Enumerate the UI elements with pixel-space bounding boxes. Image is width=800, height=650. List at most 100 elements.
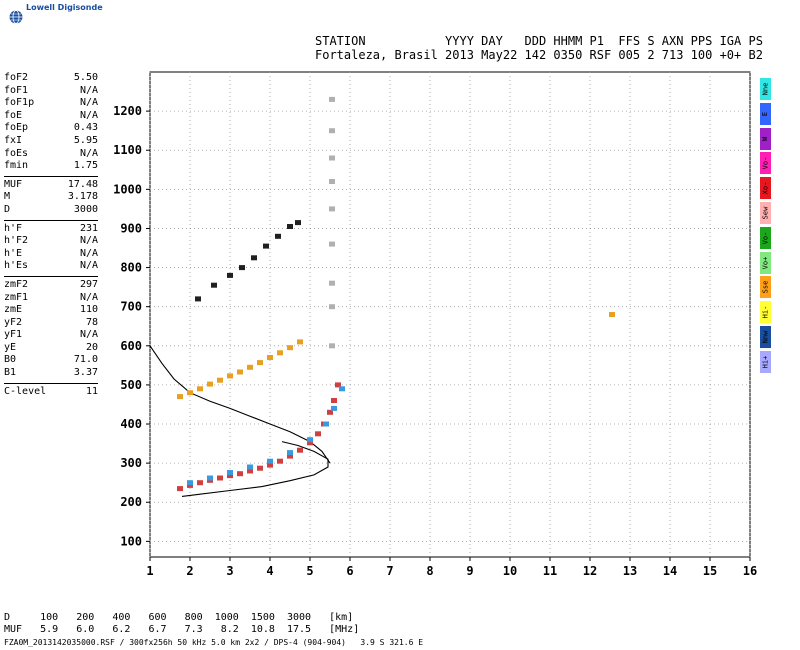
echo-point xyxy=(247,464,253,470)
station-header-values: Fortaleza, Brasil 2013 May22 142 0350 RS… xyxy=(315,48,763,62)
x-tick-label: 7 xyxy=(386,564,393,578)
param-name: foE xyxy=(4,109,23,121)
echo-point xyxy=(187,480,193,486)
echo-point xyxy=(267,462,273,468)
echo-point xyxy=(329,280,335,286)
param-row: M 3.178 xyxy=(4,191,98,204)
x-tick-label: 2 xyxy=(186,564,193,578)
plot-frame xyxy=(149,71,751,558)
distance-muf-table: D 100 200 400 600 800 1000 1500 3000 [km… xyxy=(4,612,359,636)
x-tick-label: 10 xyxy=(503,564,517,578)
legend-label: Sew xyxy=(761,206,770,220)
param-row: foF1 N/A xyxy=(4,85,98,98)
param-name: D xyxy=(4,203,11,215)
echo-point xyxy=(297,447,303,453)
echo-point xyxy=(335,382,341,388)
param-row: yE 20 xyxy=(4,342,98,355)
x-tick-label: 14 xyxy=(663,564,677,578)
y-tick-label: 100 xyxy=(120,534,142,548)
param-value: N/A xyxy=(79,84,98,96)
legend-label: E xyxy=(761,111,770,116)
echo-point xyxy=(329,179,335,184)
param-value: 17.48 xyxy=(67,178,98,190)
param-value: 5.50 xyxy=(73,72,98,83)
legend-item: Hi- xyxy=(760,301,771,324)
echo-point xyxy=(329,241,335,247)
param-name: B0 xyxy=(4,354,17,366)
echo-point xyxy=(315,431,321,437)
x-tick-label: 12 xyxy=(583,564,597,578)
param-name: C-level xyxy=(4,385,47,397)
legend-label: Hi- xyxy=(761,305,770,319)
param-value: N/A xyxy=(79,260,98,272)
echo-point xyxy=(287,450,293,456)
param-value: 78 xyxy=(85,316,98,328)
y-tick-label: 800 xyxy=(120,261,142,275)
param-name: foF1p xyxy=(4,97,35,109)
y-tick-label: 200 xyxy=(120,495,142,509)
param-name: M xyxy=(4,191,11,203)
param-row: h'F 231 xyxy=(4,223,98,236)
param-value: N/A xyxy=(79,329,98,341)
station-header: STATION YYYY DAY DDD HHMM P1 FFS S AXN P… xyxy=(315,34,763,62)
legend-item: Nne xyxy=(760,78,771,100)
param-value: 1.75 xyxy=(73,160,98,172)
distance-row: D 100 200 400 600 800 1000 1500 3000 [km… xyxy=(4,612,354,623)
param-value: N/A xyxy=(79,235,98,247)
param-name: zmE xyxy=(4,304,23,316)
param-row: B0 71.0 xyxy=(4,354,98,367)
param-value: N/A xyxy=(79,97,98,109)
echo-point xyxy=(263,243,269,249)
echo-point xyxy=(329,96,335,102)
param-row: h'Es N/A xyxy=(4,260,98,273)
echo-point xyxy=(297,339,303,345)
echo-point xyxy=(187,482,193,488)
x-tick-label: 4 xyxy=(266,564,273,578)
param-name: B1 xyxy=(4,367,17,379)
x-tick-label: 15 xyxy=(703,564,717,578)
param-value: N/A xyxy=(79,147,98,159)
param-row: zmE 110 xyxy=(4,304,98,317)
echo-point xyxy=(227,473,233,479)
echo-point xyxy=(217,475,223,481)
param-separator xyxy=(4,275,98,277)
y-tick-label: 400 xyxy=(120,417,142,431)
x-tick-label: 13 xyxy=(623,564,637,578)
legend-label: Vo+ xyxy=(761,256,770,269)
x-tick-label: 5 xyxy=(306,564,313,578)
legend-item: Sse xyxy=(760,276,771,299)
echo-point xyxy=(329,206,335,212)
echo-point xyxy=(329,155,335,161)
polarization-legend: Nne E W Vo- Xo- Sew Vo- Vo+ Sse Hi- Nnw Hi+ xyxy=(760,78,771,376)
param-row: yF2 78 xyxy=(4,317,98,330)
param-row: B1 3.37 xyxy=(4,367,98,380)
echo-point xyxy=(257,360,263,366)
echo-point xyxy=(237,369,243,375)
param-row: MUF 17.48 xyxy=(4,179,98,192)
legend-label: W xyxy=(761,136,770,141)
param-row: foEp 0.43 xyxy=(4,122,98,135)
echo-point xyxy=(339,386,345,392)
param-row: foF2 5.50 xyxy=(4,72,98,85)
param-value: N/A xyxy=(79,109,98,121)
legend-item: Sew xyxy=(760,201,771,224)
x-tick-label: 16 xyxy=(743,564,757,578)
echo-point xyxy=(197,480,203,486)
param-separator xyxy=(4,175,98,177)
y-tick-label: 700 xyxy=(120,300,142,314)
echo-point xyxy=(211,282,217,288)
param-row: fmin 1.75 xyxy=(4,160,98,173)
profile-line xyxy=(181,441,329,497)
legend-item: Vo- xyxy=(760,226,771,249)
logo: Lowell Digisonde xyxy=(4,2,164,26)
param-row: zmF1 N/A xyxy=(4,292,98,305)
param-value: 71.0 xyxy=(73,354,98,366)
echo-point xyxy=(227,373,233,379)
echo-point xyxy=(327,409,333,415)
echo-point xyxy=(267,355,273,360)
legend-item: W xyxy=(760,127,771,150)
param-row: h'E N/A xyxy=(4,248,98,261)
echo-point xyxy=(197,386,203,392)
param-name: h'F xyxy=(4,222,23,234)
